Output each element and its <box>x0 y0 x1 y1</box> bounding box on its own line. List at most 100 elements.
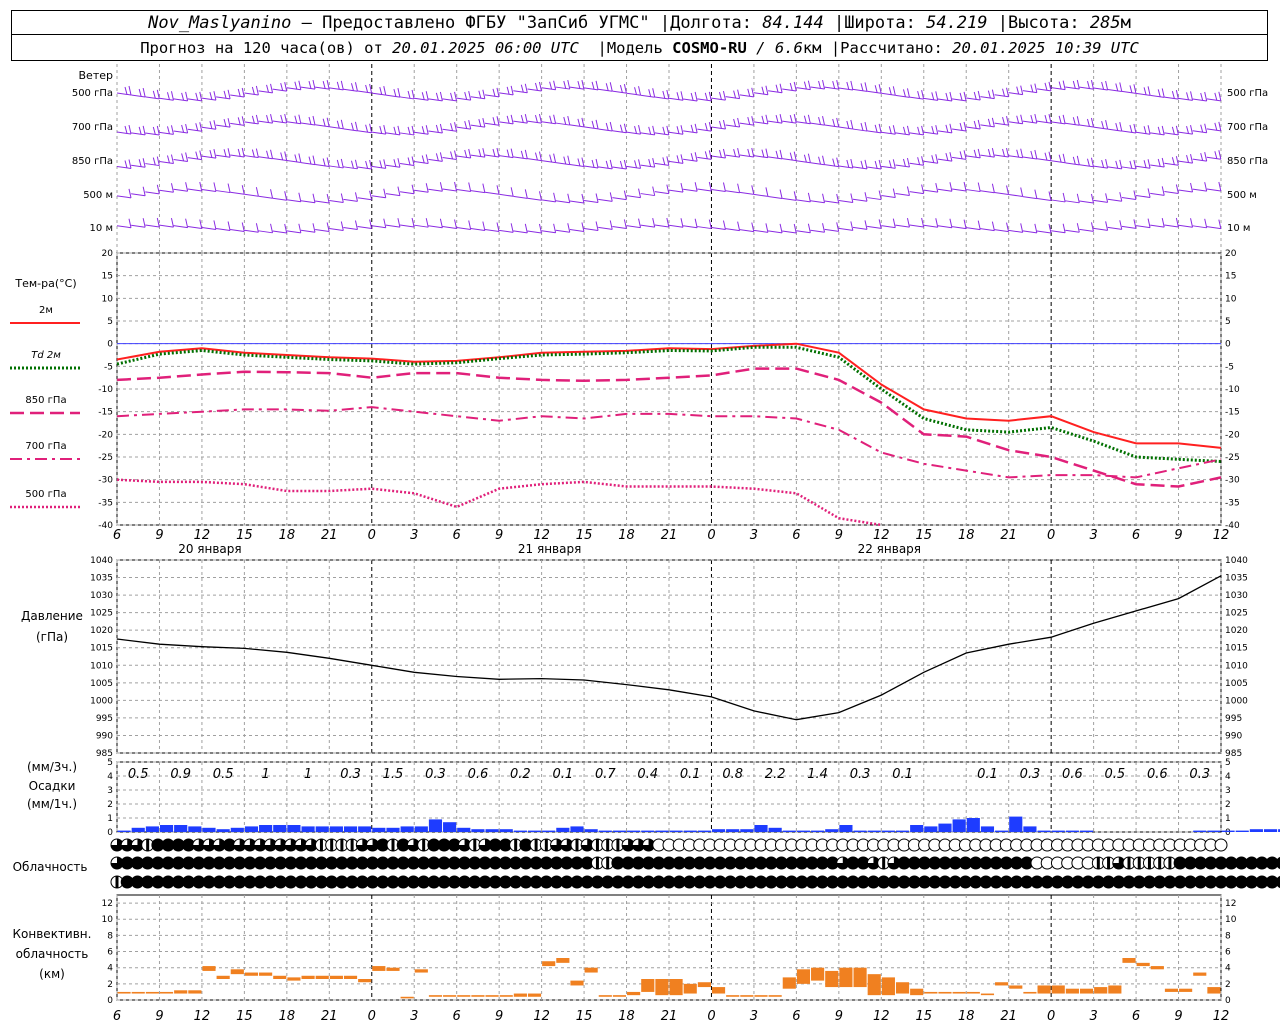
x-tick-label: 9 <box>1174 528 1182 543</box>
wind-barb-flag <box>977 182 981 192</box>
wind-barb-flag <box>1048 81 1052 91</box>
wind-barb-flag <box>789 152 793 161</box>
y-tick-label-right: 1010 <box>1225 661 1248 671</box>
wind-barb-flag <box>1062 80 1066 90</box>
wind-barb <box>272 88 287 92</box>
wind-barb-flag <box>294 154 298 163</box>
precip-bar <box>443 822 457 832</box>
wind-barb-flag <box>733 149 737 157</box>
cloud-fill <box>816 876 829 888</box>
cloud-fill <box>611 876 624 888</box>
wind-barb-flag <box>496 116 500 126</box>
wind-barb-flag <box>524 189 528 199</box>
wind-barb-flag <box>906 186 910 196</box>
wind-barb-flag <box>350 83 354 91</box>
cloud-fill <box>509 876 522 888</box>
wind-barb-flag <box>266 84 270 93</box>
wind-barb-flag <box>524 223 528 233</box>
wind-barb <box>187 157 202 161</box>
wind-barb-flag <box>722 148 726 159</box>
y-tick-label-left: 1000 <box>90 696 113 706</box>
wind-barb-flag <box>421 155 425 164</box>
precip-bar <box>117 830 131 832</box>
cloud-fill <box>1158 857 1162 869</box>
wind-barb-flag <box>1020 148 1024 158</box>
wind-barb-flag <box>439 91 443 102</box>
precip-bar <box>343 826 358 832</box>
precip-bar <box>216 829 230 832</box>
cloud-fill <box>479 876 491 888</box>
wind-barb <box>768 156 783 160</box>
wind-barb <box>541 87 556 91</box>
wind-barb-flag <box>765 148 769 158</box>
convective-bar <box>924 991 938 994</box>
convective-bar <box>1037 985 1051 994</box>
wind-barb-flag <box>1143 87 1147 96</box>
wind-barb <box>739 191 754 195</box>
convective-bar <box>414 969 428 973</box>
wind-barb-flag <box>185 91 189 102</box>
wind-barb-flag <box>1161 88 1165 98</box>
x-tick-label-bottom: 15 <box>915 1009 932 1024</box>
wind-barb-flag <box>605 83 609 91</box>
wind-barb-flag <box>496 222 500 232</box>
wind-barb-flag <box>1101 159 1105 168</box>
wind-barb <box>1051 160 1066 164</box>
y-tick-label-right: -25 <box>1225 453 1240 463</box>
wind-barb-flag <box>411 217 415 228</box>
wind-barb-flag <box>298 114 302 124</box>
precip-3h-amount: 0.1 <box>977 767 998 782</box>
y-tick-label-left: 15 <box>102 272 113 282</box>
cloud-fill <box>595 857 599 869</box>
wind-barb-flag <box>492 117 496 125</box>
convective-bar <box>329 975 343 979</box>
precip-3h-amount: 0.4 <box>637 767 658 782</box>
precip-bar <box>358 826 372 832</box>
wind-barb <box>131 132 146 136</box>
wind-barb <box>768 195 783 199</box>
x-tick-label-bottom: 0 <box>1047 1009 1055 1024</box>
wind-barb-flag <box>619 124 623 133</box>
wind-barb <box>725 154 740 158</box>
wind-barb-flag <box>454 219 458 229</box>
wind-barb-flag <box>1076 193 1080 203</box>
wind-barb-flag <box>864 121 868 132</box>
convective-bar <box>513 993 527 997</box>
wind-barb-flag <box>425 218 429 228</box>
wind-barb-flag <box>581 80 585 90</box>
wind-barb-flag <box>648 158 652 167</box>
wind-barb <box>1008 92 1023 96</box>
y-tick-label-left: 1015 <box>90 644 113 654</box>
y-tick-label-left: 0 <box>107 340 113 350</box>
precip-bar <box>1037 830 1051 832</box>
wind-barb-flag <box>223 90 227 99</box>
convective-bar <box>669 979 683 996</box>
wind-barb <box>1008 229 1023 233</box>
wind-barb <box>711 155 726 159</box>
wind-barb-flag <box>1006 147 1010 158</box>
x-tick-label-bottom: 15 <box>236 1009 253 1024</box>
wind-barb-flag <box>294 115 298 124</box>
cloud-fill <box>172 876 185 888</box>
cloud-fill <box>284 839 297 852</box>
cloud-fill <box>544 839 548 851</box>
cloud-fill <box>979 857 992 869</box>
convective-bar <box>443 995 457 997</box>
cloud-fill <box>356 839 369 852</box>
wind-barb-flag <box>708 181 712 192</box>
wind-barb-flag <box>1157 126 1161 135</box>
wind-barb-flag <box>439 123 443 134</box>
precip-label-3h: (мм/3ч.) <box>27 760 77 774</box>
precip-bar <box>386 827 400 832</box>
cloud-fill <box>642 857 655 869</box>
cloud-fill <box>295 857 307 869</box>
wind-barb-flag <box>308 80 312 89</box>
cloud-fill <box>765 857 778 869</box>
wind-barb-flag <box>421 92 425 100</box>
wind-barb-flag <box>142 87 146 98</box>
convective-bar <box>358 979 372 983</box>
wind-barb <box>258 156 273 160</box>
wind-barb <box>244 155 259 159</box>
wind-barb-flag <box>666 156 670 166</box>
cloud-fill <box>111 839 123 851</box>
